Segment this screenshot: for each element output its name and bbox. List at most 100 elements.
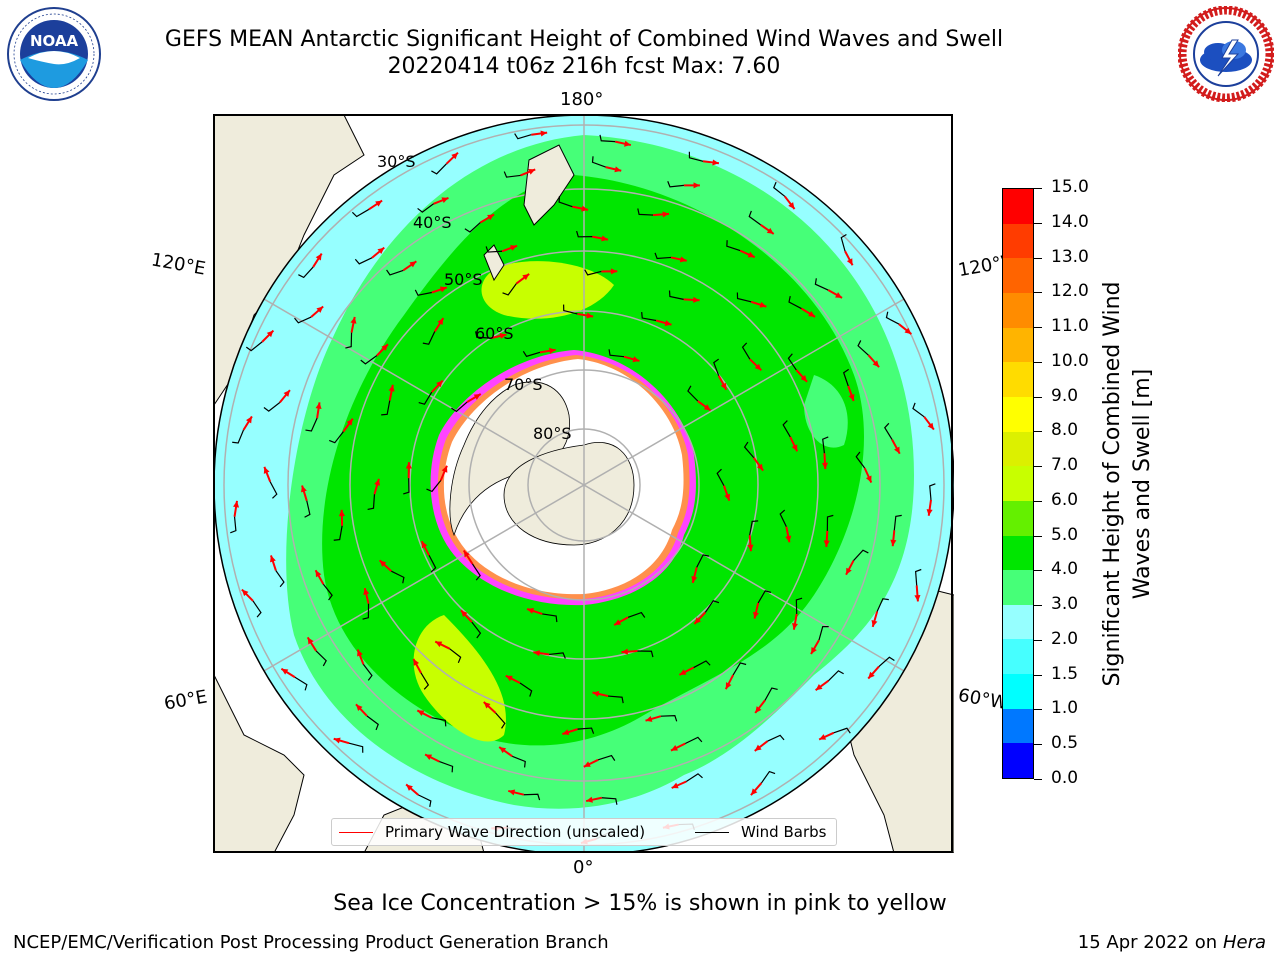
wind-barb [713,358,720,376]
wind-barb [431,717,447,727]
chart-subtitle: 20220414 t06z 216h fcst Max: 7.60 [387,54,781,79]
colorbar-segment [1003,570,1033,605]
wind-barb [726,240,741,252]
wind-barb [522,350,541,358]
wave-arrow-head [241,589,249,597]
colorbar-segment [1003,362,1033,397]
wind-barb [269,481,278,499]
wave-arrow-head [549,347,556,354]
wave-arrow-head [505,675,513,682]
wind-barb [693,660,711,669]
wind-barb [576,230,593,238]
wind-barb [608,695,624,704]
wave-arrow-head [381,344,388,351]
wind-barb [495,712,506,729]
wind-barb [597,754,616,761]
wave-arrow-head [747,251,755,258]
wind-barb [760,770,776,784]
wind-barb [757,590,772,604]
wave-arrow-head [487,214,495,221]
wave-arrow-head [270,555,276,563]
lat-label-80s: 80°S [533,424,572,443]
wave-arrow-head [374,478,381,486]
wind-barb [822,436,829,454]
wind-barb [885,311,900,325]
wave-arrow-head [846,258,853,266]
legend-black-line [695,831,729,833]
wave-arrow-head [316,306,324,313]
wind-barb [503,171,521,178]
wind-barb [431,163,447,175]
wave-arrow-head [439,286,447,293]
wind-barb [599,134,616,143]
wave-arrow-head [436,380,443,388]
wind-barb [687,385,699,402]
wind-barb [562,304,578,315]
colorbar-segment [1003,674,1033,709]
wave-arrow-head [533,650,540,657]
wind-barb [542,613,558,623]
wave-arrow-head [747,544,754,552]
footer-producer: NCEP/EMC/Verification Post Processing Pr… [13,932,609,953]
wind-barb [329,431,344,444]
lat-label-40s: 40°S [413,213,452,232]
wind-barb [367,494,376,511]
wave-arrow-head [664,320,672,326]
wave-arrow-head [338,509,345,517]
wave-arrow-head [819,734,827,740]
wind-barb [294,316,312,324]
wave-arrow-head [791,444,798,452]
wind-barb [577,727,595,734]
wind-barb [732,662,747,676]
wind-barb [912,402,925,418]
wave-arrow-head [581,205,589,212]
wave-arrow-head [375,200,383,207]
wind-barb [685,773,703,783]
colorbar-segment [1003,223,1033,259]
wave-arrow-head [417,710,425,717]
lat-label-60s: 60°S [475,324,514,343]
wave-arrow-head [528,168,536,175]
wave-arrow-head [693,182,700,189]
wave-arrow-head [785,535,792,543]
colorbar-segment [1003,396,1033,432]
wave-arrow-head [562,729,570,736]
wave-arrow-head [610,268,618,275]
wave-arrow-head [355,704,363,712]
wind-barb [275,570,285,588]
wave-arrow-head [846,567,852,575]
lat-label-50s: 50°S [444,270,483,289]
legend-label-wind-barbs: Wind Barbs [741,823,827,841]
wave-arrow-head [409,261,417,268]
wind-barb [764,687,778,701]
wave-arrow-head [926,509,933,516]
wind-barb [749,520,759,536]
wind-barb [298,266,314,279]
wind-barb [422,331,436,345]
wave-arrow-head [645,716,653,722]
legend-red-line [339,831,373,833]
wind-barb [660,714,678,722]
wind-barb [502,283,517,296]
wave-arrow-head [848,394,855,402]
wind-barb [668,290,684,300]
wave-arrow-head [614,619,622,626]
wind-barb [305,417,318,432]
wave-arrow-head [632,356,640,363]
wave-arrow-head [756,463,764,471]
wave-arrow-head [621,648,628,655]
wave-arrow-head [473,394,481,400]
wave-arrow-head [406,784,413,791]
wind-barb [426,480,442,493]
colorbar-segment [1003,189,1033,224]
wind-barb [348,742,364,753]
wave-arrow-head [890,539,897,547]
wave-direction-arrows [230,130,936,845]
footer-date: 15 Apr 2022 on Hera [1078,932,1266,953]
sea-ice-note: Sea Ice Concentration > 15% is shown in … [333,891,947,916]
wave-arrow-head [357,649,363,657]
wave-arrow-head [614,166,622,173]
wave-arrow-head [379,560,387,567]
wave-arrow-head [508,789,516,796]
colorbar-segment [1003,743,1033,778]
